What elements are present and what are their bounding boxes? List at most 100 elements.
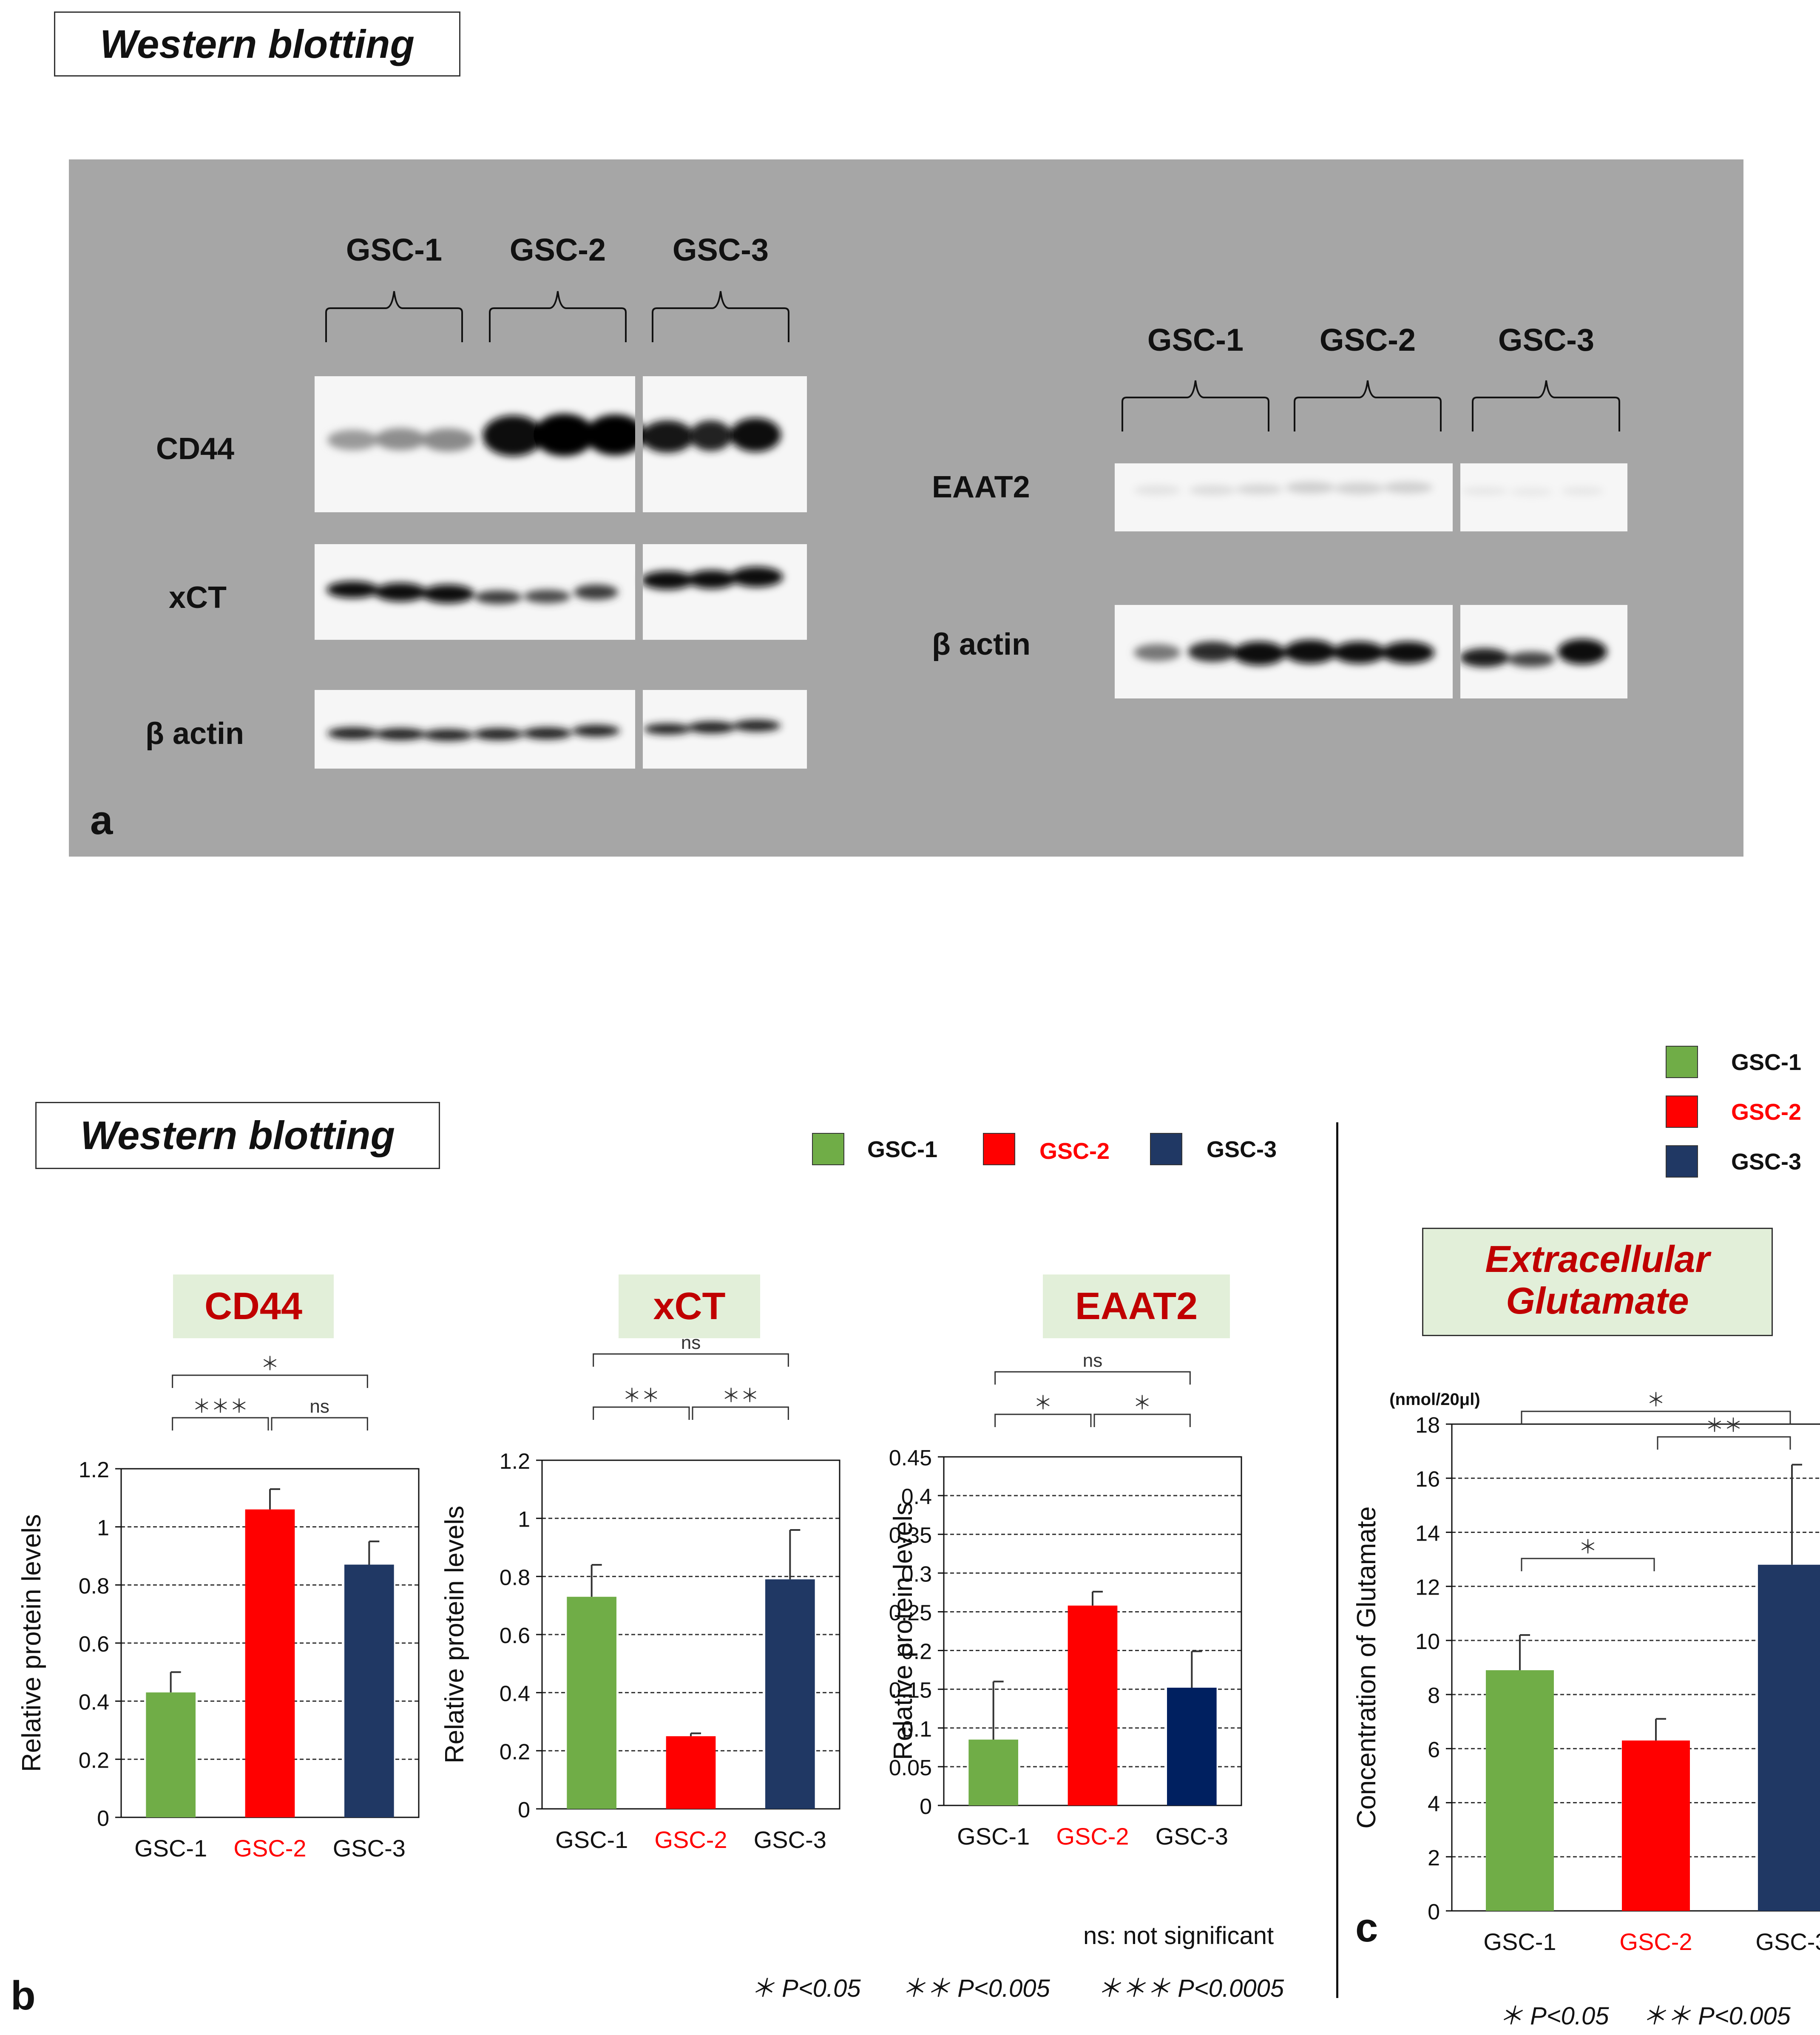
legend-b-swatch-gsc2 (983, 1133, 1015, 1165)
y-tick-label: 0.1 (901, 1717, 932, 1742)
panel-a-letter: a (90, 798, 113, 843)
y-tick-label: 0 (97, 1806, 109, 1831)
y-tick-label: 18 (1415, 1413, 1440, 1438)
bar-gsc-3 (1167, 1688, 1217, 1805)
x-tick-label: GSC-2 (654, 1826, 727, 1853)
significance-bracket (1521, 1558, 1655, 1572)
significance-bracket (1521, 1411, 1791, 1424)
y-tick-label: 0.35 (889, 1523, 932, 1548)
y-tick-label: 6 (1428, 1737, 1440, 1762)
legend-b-swatch-gsc3 (1150, 1133, 1182, 1165)
blot-row-label-eaat2: EAAT2 (932, 470, 1030, 504)
bar-gsc-2 (245, 1509, 295, 1817)
blot-strips (315, 376, 1627, 769)
significance-label: ns (681, 1332, 701, 1353)
x-tick-label: GSC-2 (1619, 1928, 1692, 1955)
x-tick-label: GSC-2 (1056, 1823, 1129, 1850)
y-tick-label: 4 (1428, 1792, 1440, 1816)
y-tick-label: 0.2 (79, 1748, 109, 1773)
legend-b-label-gsc1: GSC-1 (867, 1137, 938, 1162)
significance-label: ＊ (1579, 1537, 1597, 1558)
significance-label: ＊＊＊ (192, 1396, 248, 1417)
bar-gsc-1 (1486, 1670, 1554, 1911)
bar-gsc-3 (765, 1579, 815, 1809)
y-tick-label: 10 (1415, 1629, 1440, 1654)
x-tick-label: GSC-1 (555, 1826, 628, 1853)
blot-row-label-xct: xCT (169, 581, 227, 615)
panel-b-title: Western blotting (35, 1102, 440, 1169)
glutamate-title-line1: Extracellular (1485, 1238, 1710, 1280)
bar-gsc-2 (666, 1736, 716, 1809)
bar-gsc-3 (344, 1564, 394, 1817)
legend-c-swatch-gsc3 (1666, 1145, 1698, 1178)
x-tick-label: GSC-3 (1156, 1823, 1228, 1850)
panel-b-letter: b (11, 1973, 36, 2018)
panel-a-title: Western blotting (54, 11, 460, 77)
legend-b-label-gsc3: GSC-3 (1207, 1137, 1277, 1162)
blot-left-group-label: GSC-1 (346, 232, 443, 267)
y-tick-label: 0 (1428, 1900, 1440, 1924)
bar-gsc-1 (567, 1597, 616, 1809)
pvalue-legend-b-1: ＊ P<0.05 (750, 1975, 861, 2002)
blot-row-label-actin-right: β actin (932, 627, 1031, 661)
y-axis-label: Relative protein levels (440, 1506, 469, 1764)
significance-bracket (172, 1417, 269, 1430)
legend-b-label-gsc2: GSC-2 (1039, 1138, 1110, 1164)
significance-bracket (1093, 1413, 1191, 1427)
blot-left-group-label: GSC-2 (509, 232, 606, 267)
pvalue-legend-b-3: ＊＊＊ P<0.0005 (1097, 1975, 1284, 2002)
y-tick-label: 0.2 (500, 1740, 530, 1764)
bar-gsc-2 (1622, 1740, 1690, 1911)
y-tick-label: 0.6 (79, 1632, 109, 1657)
significance-label: ＊ (261, 1354, 279, 1374)
y-tick-label: 0.25 (889, 1601, 932, 1625)
bar-gsc-2 (1068, 1605, 1118, 1805)
significance-label: ＊ (1647, 1390, 1665, 1411)
western-blot-panel: GSC-1 GSC-2 GSC-3 GSC-1 GSC-2 GSC-3 CD44… (69, 159, 1743, 857)
blot-row-label-actin: β actin (145, 717, 244, 751)
panel-c-letter: c (1355, 1905, 1378, 1950)
significance-label: ns (1083, 1350, 1102, 1371)
bar-gsc-1 (146, 1692, 196, 1817)
x-tick-label: GSC-1 (957, 1823, 1030, 1850)
y-tick-label: 0.05 (889, 1756, 932, 1780)
y-tick-label: 0.2 (901, 1640, 932, 1664)
x-tick-label: GSC-3 (333, 1835, 406, 1862)
glutamate-chart: 0 2 4 6 8 10 12 14 16 18 GSC-1 GSC-2 GSC-3 Concentrat… (1352, 1390, 1820, 1955)
y-tick-label: 0.8 (500, 1565, 530, 1590)
chart-title-glutamate: Extracellular Glutamate (1422, 1228, 1773, 1336)
y-tick-label: 14 (1415, 1521, 1440, 1546)
significance-bracket (994, 1413, 1092, 1427)
significance-bracket (994, 1371, 1191, 1385)
y-axis-label: Concentration of Glutamate (1352, 1506, 1381, 1828)
y-axis-label: Relative protein levels (889, 1502, 918, 1760)
chart-title-cd44: CD44 (173, 1274, 334, 1338)
y-tick-label: 0.6 (500, 1623, 530, 1648)
glutamate-title-line2: Glutamate (1506, 1280, 1689, 1322)
significance-label: ＊＊ (1705, 1415, 1743, 1436)
legend-c-label-gsc3: GSC-3 (1731, 1149, 1802, 1175)
y-tick-label: 0.45 (889, 1446, 932, 1470)
blot-left-group-label: GSC-3 (672, 232, 769, 267)
bar-gsc-1 (968, 1740, 1018, 1805)
x-tick-label: GSC-3 (1755, 1928, 1820, 1955)
significance-bracket (692, 1406, 789, 1420)
y-tick-label: 12 (1415, 1575, 1440, 1600)
blot-left-braces (325, 291, 1620, 431)
xct-chart: 0 0.2 0.4 0.6 0.8 1 1.2 GSC-1 GSC-2 GSC-3 Relative… (440, 1332, 840, 1853)
y-tick-label: 0.8 (79, 1574, 109, 1598)
significance-label: ＊＊ (722, 1385, 759, 1406)
y-tick-label: 1 (518, 1507, 530, 1532)
x-tick-label: GSC-3 (754, 1826, 826, 1853)
significance-bracket (593, 1353, 789, 1367)
y-tick-label: 0 (920, 1794, 932, 1819)
significance-bracket (172, 1374, 368, 1388)
panel-divider (1336, 1122, 1338, 1998)
pvalue-legend-b-2: ＊＊ P<0.005 (901, 1975, 1050, 2002)
x-tick-label: GSC-1 (134, 1835, 207, 1862)
chart-title-xct: xCT (619, 1274, 760, 1338)
y-axis-label: Relative protein levels (17, 1514, 46, 1772)
chart-title-eaat2: EAAT2 (1043, 1274, 1230, 1338)
x-tick-label: GSC-1 (1483, 1928, 1556, 1955)
blot-right-group-label: GSC-2 (1319, 322, 1416, 358)
